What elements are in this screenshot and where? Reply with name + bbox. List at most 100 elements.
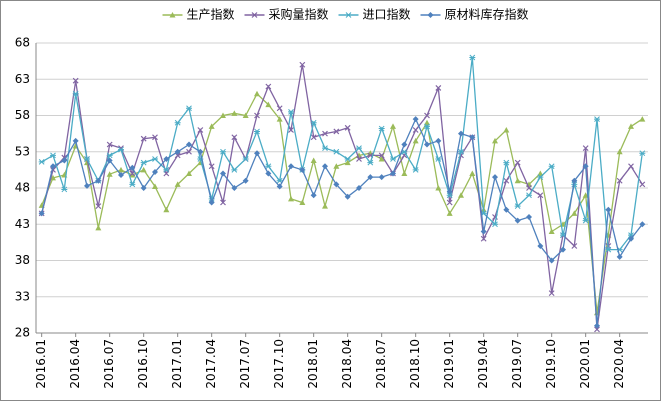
marker [95,224,102,231]
marker [628,163,634,170]
marker [333,181,340,188]
marker [299,166,306,173]
marker [174,181,181,187]
y-tick-label: 68 [15,36,30,50]
series-line [41,117,643,326]
marker [322,203,328,209]
marker [231,134,238,141]
marker [571,210,578,216]
marker [616,148,623,155]
legend-label: 生产指数 [187,7,235,22]
marker [174,148,181,155]
marker [265,83,272,90]
marker [412,127,419,133]
marker [163,167,170,173]
marker [446,199,453,206]
marker [254,112,260,119]
y-tick-label: 63 [15,72,30,86]
marker [526,185,532,191]
x-tick-label: 2016.10 [136,339,150,389]
marker [582,217,589,224]
marker [95,203,102,210]
marker [594,326,600,333]
marker [152,156,158,162]
marker [322,163,328,170]
marker [390,170,396,177]
marker [174,152,181,159]
x-tick-label: 2018.10 [408,339,422,389]
marker [197,148,204,155]
marker [594,322,600,329]
marker [186,148,192,155]
marker [254,128,260,135]
x-tick-label: 2019.10 [544,339,558,389]
marker [265,101,272,108]
marker [50,163,56,170]
marker [265,170,272,177]
marker [492,221,498,228]
x-tick-label: 2019.01 [442,339,456,389]
marker [435,156,442,162]
marker [503,127,510,133]
marker [356,145,362,151]
marker [537,170,544,176]
x-tick-label: 2017.07 [238,339,252,389]
marker [378,125,385,132]
marker [390,123,396,129]
marker [412,167,419,173]
marker [288,109,294,115]
marker [310,157,317,163]
marker [469,170,476,176]
marker [322,145,328,151]
marker [492,174,498,181]
marker [469,134,476,141]
marker [118,146,124,153]
marker [129,164,136,171]
marker [38,210,45,217]
marker [186,170,192,176]
x-tick-label: 2016.01 [34,339,48,389]
marker [526,192,532,199]
marker [299,199,306,205]
marker [435,137,442,144]
marker [310,192,317,199]
marker [242,177,249,184]
series [38,90,646,316]
series [38,61,646,333]
x-tick-label: 2019.07 [510,339,524,389]
x-tick-label: 2020.04 [612,339,626,389]
marker [401,141,408,148]
marker [378,174,385,181]
marker [231,110,238,116]
marker [220,112,226,118]
marker [514,177,521,184]
y-tick-label: 33 [15,289,30,303]
marker [537,192,544,199]
marker [548,257,555,264]
marker [537,174,544,180]
x-tick-label: 2017.01 [170,339,184,389]
marker [140,166,147,173]
marker [616,253,623,260]
marker [333,148,340,155]
marker [231,185,238,191]
x-tick-label: 2018.04 [340,339,354,389]
marker [140,159,147,166]
marker [208,123,215,129]
marker [106,171,113,177]
marker [469,54,476,61]
x-tick-label: 2019.04 [476,339,490,389]
marker [197,127,204,133]
marker [503,206,510,213]
marker [628,235,634,242]
marker [288,195,294,202]
marker [231,167,238,173]
marker [424,112,430,119]
marker [242,156,249,162]
marker [254,90,260,97]
y-tick-label: 53 [15,144,30,158]
marker [299,61,306,68]
marker [220,170,226,177]
x-tick-label: 2018.01 [306,339,320,389]
marker [401,170,408,176]
